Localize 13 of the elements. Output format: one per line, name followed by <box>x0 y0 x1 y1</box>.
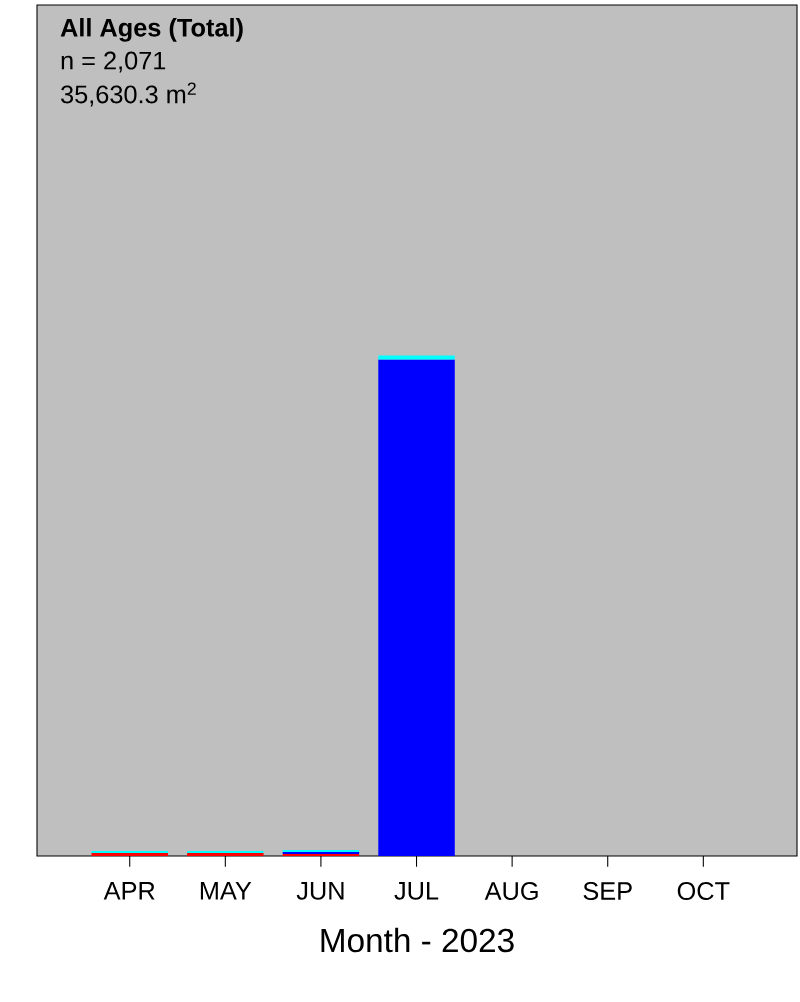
bar <box>378 359 455 856</box>
x-tick-label: APR <box>103 882 155 900</box>
x-tick-label: JUL <box>394 882 439 900</box>
x-tick-label: SEP <box>583 882 632 900</box>
chart-title: All Ages (Total) <box>60 18 243 42</box>
x-tick-label: OCT <box>677 882 730 900</box>
x-axis-title: Month - 2023 <box>321 927 514 953</box>
bar <box>378 355 455 360</box>
text: 35,630.3 m$^{2}$ <box>61 82 196 107</box>
x-tick-label: AUG <box>484 882 538 900</box>
text: n = 2,071 <box>61 51 166 73</box>
x-tick-label: JUN <box>296 882 344 900</box>
x-tick-label: MAY <box>200 882 252 900</box>
